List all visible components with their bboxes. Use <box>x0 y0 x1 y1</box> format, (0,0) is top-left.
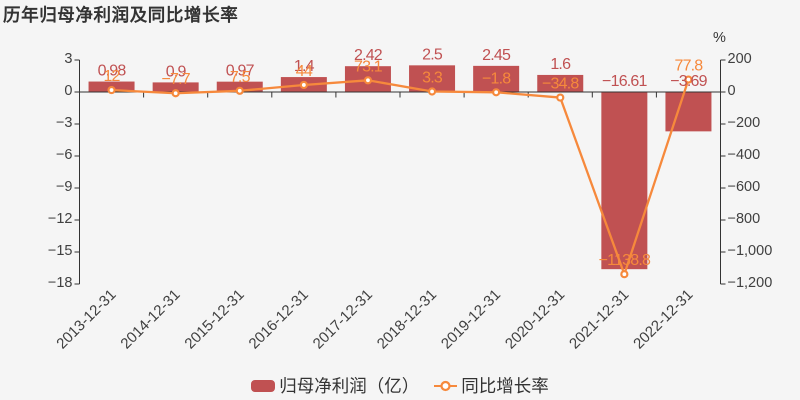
bar-2019-12-31[interactable] <box>473 65 520 92</box>
x-axis-label: 2019-12-31 <box>438 286 504 352</box>
line-point-2014-12-31[interactable] <box>171 89 180 98</box>
line-point-2015-12-31[interactable] <box>235 86 244 95</box>
line-series-marker-icon <box>434 379 458 393</box>
line-point-2018-12-31[interactable] <box>427 87 437 96</box>
bar-value-label: −16.61 <box>602 73 647 90</box>
bar-2014-12-31[interactable] <box>152 82 199 92</box>
bar-value-label: 0.98 <box>98 63 127 80</box>
y-axis-left-label: −6 <box>56 147 73 163</box>
y-axis-right-unit: % <box>713 30 726 46</box>
y-axis-right-label: −800 <box>728 211 761 227</box>
line-value-label: 44 <box>296 63 313 80</box>
x-axis-label: 2018-12-31 <box>374 286 440 352</box>
bar-2020-12-31[interactable] <box>537 74 584 92</box>
y-axis-left-label: −12 <box>48 211 73 227</box>
line-point-2022-12-31[interactable] <box>684 75 693 84</box>
bar-value-label: 2.45 <box>482 47 511 64</box>
line-point-2021-12-31[interactable] <box>620 270 629 279</box>
legend-line-marker-svg <box>434 380 458 392</box>
bar-value-label: 0.9 <box>166 63 187 80</box>
x-axis-label: 2014-12-31 <box>117 286 183 352</box>
line-point-2016-12-31[interactable] <box>299 80 308 90</box>
bar-value-label: 1.6 <box>550 56 571 73</box>
legend-line-circle-icon <box>440 380 451 392</box>
bar-series-swatch-icon <box>251 380 276 392</box>
line-value-label: −1.8 <box>482 70 511 87</box>
line-value-label: 3.3 <box>422 69 443 86</box>
line-value-label: 73.1 <box>354 58 383 75</box>
y-axis-right-label: −200 <box>728 115 761 131</box>
x-axis-label: 2021-12-31 <box>566 286 632 352</box>
y-axis-right-label: −600 <box>728 179 761 195</box>
x-axis-label: 2017-12-31 <box>310 286 376 352</box>
x-axis-label: 2013-12-31 <box>53 286 119 352</box>
legend-item-bar[interactable]: 归母净利润（亿） <box>251 376 419 396</box>
bar-value-label: −3.69 <box>670 73 707 90</box>
legend-line-label: 同比增长率 <box>461 376 549 396</box>
line-value-label: 77.8 <box>674 58 703 75</box>
x-axis-label: 2020-12-31 <box>502 286 568 352</box>
y-axis-left-label: −18 <box>48 275 73 291</box>
chart-title: 历年归母净利润及同比增长率 <box>3 5 239 25</box>
y-axis-right-label: 200 <box>728 51 752 67</box>
legend-item-line[interactable]: 同比增长率 <box>434 376 549 396</box>
x-axis-label: 2022-12-31 <box>630 286 696 352</box>
bar-value-label: 0.97 <box>226 63 255 80</box>
y-axis-left-label: 0 <box>64 83 72 99</box>
x-axis-label: 2015-12-31 <box>181 286 247 352</box>
y-axis-left-label: 3 <box>64 51 72 67</box>
y-axis-left-label: −15 <box>48 243 73 259</box>
line-value-label: −34.8 <box>542 76 579 93</box>
line-point-2020-12-31[interactable] <box>556 93 565 102</box>
growth-line <box>110 78 690 276</box>
plot-area: 3 0 −3 −6 −9 −12 −15 −18 200 0 −200 −400 −600 −800 −1,… <box>48 30 773 352</box>
bar-2021-12-31[interactable] <box>601 92 648 270</box>
y-axis-left-label: −3 <box>56 115 73 131</box>
y-axis-right-label: −400 <box>728 147 761 163</box>
line-value-label: 12 <box>103 68 120 85</box>
legend: 归母净利润（亿） 同比增长率 <box>0 376 800 396</box>
bar-value-label: 2.42 <box>354 47 383 64</box>
y-axis-right-label: −1,200 <box>728 275 773 291</box>
line-value-label: −1138.8 <box>599 252 651 269</box>
line-point-2013-12-31[interactable] <box>107 85 116 95</box>
y-axis-left-label: −9 <box>56 179 73 195</box>
line-value-label: −7.7 <box>161 71 190 88</box>
bar-value-label: 1.4 <box>294 58 315 75</box>
y-axis-right-label: −1,000 <box>728 243 773 259</box>
bar-value-label: 2.5 <box>422 46 443 63</box>
y-axis-right-label: 0 <box>728 83 736 99</box>
line-value-label: 7.5 <box>230 69 251 86</box>
line-point-2019-12-31[interactable] <box>492 88 501 97</box>
legend-bar-label: 归母净利润（亿） <box>279 376 420 396</box>
x-axis-label: 2016-12-31 <box>246 286 312 352</box>
line-point-2017-12-31[interactable] <box>363 76 373 85</box>
